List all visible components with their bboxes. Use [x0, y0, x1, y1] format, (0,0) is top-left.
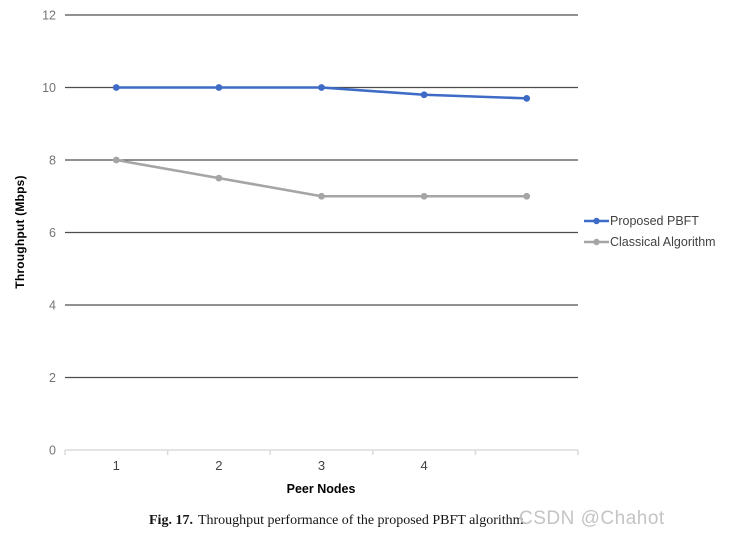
data-point-series-0 — [523, 94, 531, 102]
x-tick-label-2: 2 — [215, 458, 222, 473]
x-tick-label-1: 1 — [113, 458, 120, 473]
y-tick-label-6: 6 — [49, 226, 56, 240]
data-point-series-0 — [112, 84, 120, 91]
data-point-series-0 — [318, 84, 325, 91]
data-point-series-1 — [420, 192, 428, 200]
legend-label-classical-algorithm: Classical Algorithm — [610, 235, 716, 249]
figure-caption: Fig. 17. Throughput performance of the pr… — [149, 509, 665, 531]
legend-label-proposed-pbft: Proposed PBFT — [610, 214, 699, 228]
data-point-series-1 — [318, 192, 325, 200]
x-tick-label-3: 3 — [318, 458, 325, 473]
x-tick-label-4: 4 — [420, 458, 427, 473]
data-point-series-1 — [215, 174, 223, 182]
legend: Proposed PBFT Classical Algorithm — [584, 214, 716, 249]
y-tick-label-10: 10 — [42, 81, 56, 95]
data-point-series-0 — [420, 91, 428, 99]
x-axis-title: Peer Nodes — [286, 482, 356, 496]
caption-label: Fig. 17. — [149, 513, 193, 528]
series-line-1 — [115, 158, 529, 198]
y-tick-label-8: 8 — [49, 154, 56, 168]
legend-item-proposed-pbft: Proposed PBFT — [584, 214, 716, 228]
y-tick-label-2: 2 — [49, 371, 56, 385]
legend-marker-classical-algorithm — [584, 238, 609, 246]
watermark: CSDN @Chahot — [519, 508, 665, 529]
caption-text: Throughput performance of the proposed P… — [197, 513, 528, 528]
data-point-series-0 — [215, 84, 223, 91]
legend-marker-proposed-pbft — [584, 217, 609, 225]
y-axis-title: Throughput (Mbps) — [13, 175, 27, 289]
y-tick-label-0: 0 — [49, 444, 56, 458]
y-tick-label-12: 12 — [42, 9, 56, 23]
data-point-series-1 — [112, 156, 120, 164]
data-point-series-1 — [523, 192, 531, 200]
legend-item-classical-algorithm: Classical Algorithm — [584, 235, 716, 249]
y-tick-label-4: 4 — [49, 299, 56, 313]
